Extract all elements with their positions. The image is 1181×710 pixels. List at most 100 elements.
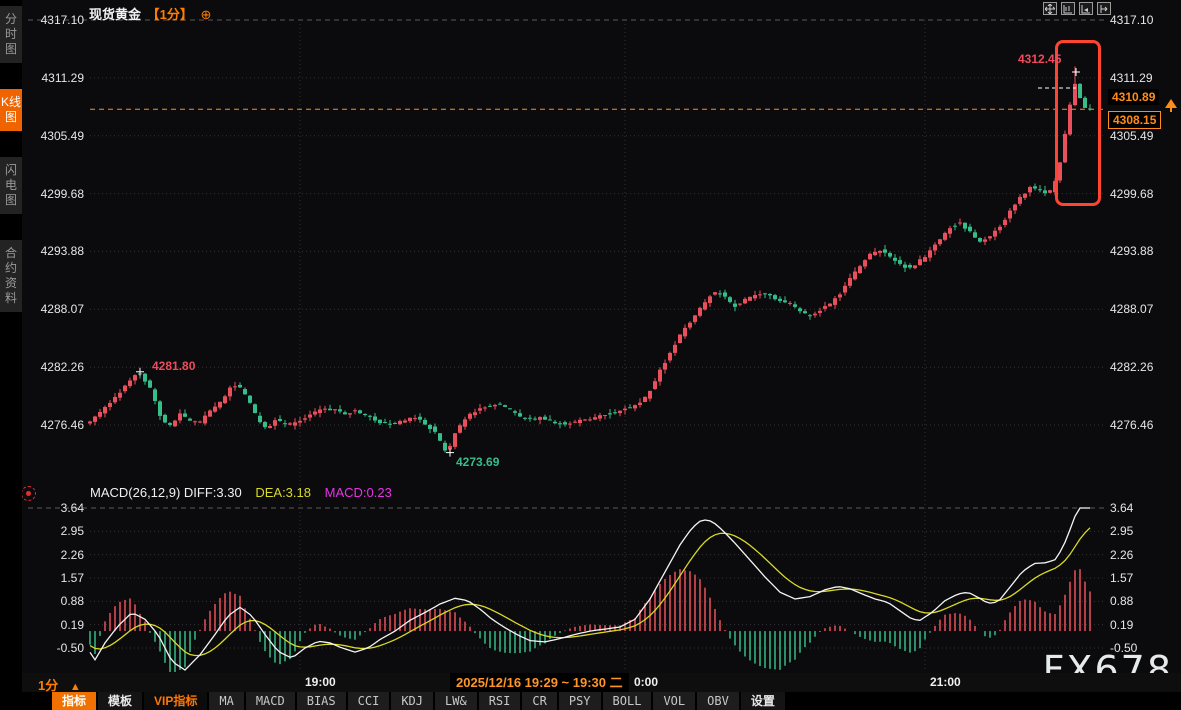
zoom-axis-icon[interactable] [1061, 2, 1075, 15]
candle-body [618, 410, 622, 414]
candle-body [363, 413, 367, 416]
menu-item-ma[interactable]: MA [209, 692, 244, 710]
candle-body [358, 410, 362, 414]
candle-body [1003, 219, 1007, 226]
candle-body [708, 296, 712, 303]
candle-body [1008, 210, 1012, 219]
candle-body [1078, 83, 1082, 99]
candle-body [168, 423, 172, 425]
candle-body [758, 294, 762, 296]
candle-body [633, 405, 637, 409]
menu-item-vip[interactable]: VIP指标 [144, 692, 208, 710]
candle-body [538, 417, 542, 420]
candle-body [998, 226, 1002, 231]
price-axis-label-left: 4293.88 [40, 244, 84, 259]
sidebar-tab-active[interactable]: K线图 [0, 89, 22, 131]
candle-body [963, 222, 967, 229]
menu-item-cr[interactable]: CR [522, 692, 557, 710]
menu-item-lw[interactable]: LW& [435, 692, 477, 710]
interval-selector[interactable]: 1分 ▲ [38, 675, 81, 694]
candle-body [778, 298, 782, 301]
price-axis-label-left: 4282.26 [40, 360, 84, 375]
candle-body [883, 249, 887, 253]
playback-axis-icon[interactable] [1079, 2, 1093, 15]
candle-body [308, 414, 312, 418]
candle-body [128, 380, 132, 387]
candle-body [513, 411, 517, 413]
candle-body [368, 415, 372, 417]
candle-body [253, 404, 257, 414]
candle-body [658, 369, 662, 382]
price-alert-marker[interactable] [1165, 99, 1177, 112]
crosshair-move-icon[interactable] [1043, 2, 1057, 15]
candle-body [123, 385, 127, 392]
candle-body [278, 418, 282, 421]
candle-body [298, 420, 302, 423]
candle-body [848, 278, 852, 286]
menu-item-cci[interactable]: CCI [347, 692, 390, 710]
candle-body [478, 408, 482, 411]
candle-body [928, 250, 932, 258]
candle-body [568, 423, 572, 425]
indicator-settings-icon[interactable] [21, 486, 36, 501]
menu-item-rsi[interactable]: RSI [478, 692, 521, 710]
menu-item-bias[interactable]: BIAS [296, 692, 346, 710]
sidebar-tab-item[interactable]: 闪电图 [0, 157, 22, 214]
candle-body [1063, 133, 1067, 163]
candle-body [243, 389, 247, 395]
menu-item-obv[interactable]: OBV [697, 692, 739, 710]
menu-item-boll[interactable]: BOLL [602, 692, 652, 710]
menu-item-kdj[interactable]: KDJ [391, 692, 434, 710]
candle-body [318, 409, 322, 414]
candle-body [938, 239, 942, 245]
macd-axis-label-right: -0.50 [1110, 641, 1138, 655]
candle-body [1033, 186, 1037, 189]
candle-body [643, 396, 647, 403]
candle-body [283, 423, 287, 425]
menu-item-macd[interactable]: MACD [245, 692, 295, 710]
candle-body [668, 352, 672, 361]
price-axis-label-right: 4276.46 [1110, 418, 1154, 432]
candle-body [798, 308, 802, 312]
candle-body [608, 413, 612, 415]
candle-body [968, 226, 972, 232]
candle-body [533, 418, 537, 420]
candle-body [143, 373, 147, 382]
sidebar-tab-item[interactable]: 合约资料 [0, 240, 22, 312]
add-indicator-icon[interactable]: ⊕ [200, 7, 212, 22]
instrument-title: 现货黄金 [89, 7, 142, 22]
candle-body [573, 421, 577, 423]
pan-right-icon[interactable] [1097, 2, 1111, 15]
menu-item-[interactable]: 指标 [52, 692, 97, 710]
candle-body [1048, 190, 1052, 193]
menu-item-[interactable]: 设置 [740, 692, 785, 710]
candle-body [718, 293, 722, 295]
diff-line [89, 507, 1090, 671]
candle-body [108, 402, 112, 407]
candle-body [428, 424, 432, 430]
candle-body [1083, 97, 1087, 108]
menu-item-psy[interactable]: PSY [558, 692, 601, 710]
candle-body [263, 422, 267, 428]
menu-item-[interactable]: 模板 [98, 692, 143, 710]
candle-body [233, 386, 237, 388]
candle-body [978, 238, 982, 242]
highlight-annotation-box[interactable] [1055, 40, 1101, 206]
candle-body [858, 266, 862, 274]
candle-body [98, 412, 102, 417]
candle-body [103, 407, 107, 414]
candle-body [748, 296, 752, 301]
price-axis-label-right: 4305.49 [1110, 128, 1154, 143]
candle-body [218, 401, 222, 408]
menu-item-vol[interactable]: VOL [653, 692, 696, 710]
sidebar-tab-item[interactable]: 分时图 [0, 6, 22, 63]
candle-body [423, 419, 427, 425]
candle-body [333, 409, 337, 411]
price-axis-label-left: 4311.29 [41, 70, 85, 85]
candle-body [628, 407, 632, 409]
candle-body [1058, 162, 1062, 181]
candle-body [303, 418, 307, 420]
candle-body [118, 392, 122, 398]
